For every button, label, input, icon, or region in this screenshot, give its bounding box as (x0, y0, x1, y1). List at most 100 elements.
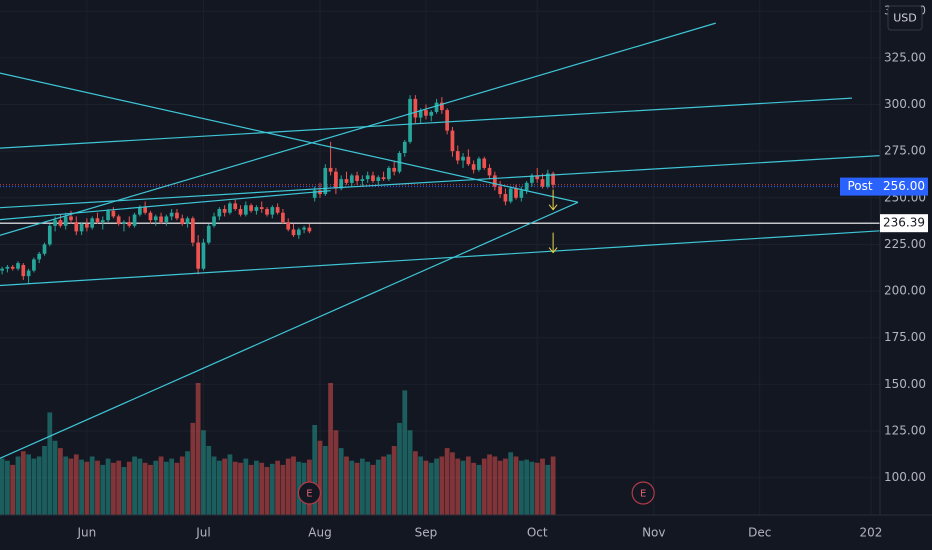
x-tick-label: Nov (642, 526, 665, 540)
volume-bar (0, 458, 5, 515)
candle-body (461, 156, 465, 161)
candle-body (212, 216, 216, 226)
volume-bar (238, 462, 243, 515)
volume-bar (232, 461, 238, 515)
volume-bar (444, 448, 450, 515)
candle-body (196, 242, 200, 269)
candle-body (148, 212, 153, 221)
candle-body (477, 158, 481, 170)
volume-bar (42, 446, 47, 515)
candle-body (180, 218, 185, 224)
candle-body (127, 222, 132, 226)
volume-bar (524, 459, 530, 515)
volume-bar (58, 448, 63, 515)
candle-body (551, 173, 555, 185)
hline-label: 236.39 (883, 216, 925, 230)
volume-bar (105, 458, 111, 515)
volume-bar (269, 463, 275, 515)
candle-body (440, 102, 444, 111)
volume-bar (497, 460, 503, 515)
volume-bar (31, 458, 37, 515)
volume-bar (508, 452, 514, 515)
candle-body (58, 220, 63, 226)
volume-bar (344, 456, 349, 515)
volume-bar (148, 464, 153, 515)
volume-bar (407, 430, 413, 515)
candle-body (508, 188, 513, 202)
volume-bar (460, 460, 466, 515)
arrow (548, 189, 558, 211)
volume-bar (110, 462, 116, 515)
volume-bar (227, 454, 233, 515)
x-tick-label: Oct (527, 526, 548, 540)
candle-body (286, 222, 291, 230)
candle-body (249, 205, 253, 211)
volume-bar (471, 462, 477, 515)
volume-bar (190, 422, 196, 515)
volume-bar (169, 458, 175, 515)
candle-body (243, 205, 248, 215)
candle-body (413, 98, 418, 118)
candle-body (492, 175, 497, 187)
candle-body (312, 190, 317, 198)
candle-body (381, 177, 386, 180)
trendline (0, 155, 881, 209)
candle-body (450, 130, 455, 152)
currency-button[interactable] (887, 5, 923, 31)
volume-bar (195, 383, 201, 515)
candle-body (5, 266, 10, 269)
candle-body (265, 208, 269, 215)
volume-bar (121, 467, 127, 515)
volume-bar (503, 458, 508, 515)
volume-bar (423, 460, 429, 515)
volume-bar (174, 462, 180, 515)
candle-body (233, 203, 238, 209)
candle-body (424, 110, 428, 116)
arrow (548, 232, 558, 254)
candle-body (122, 222, 126, 224)
candle-body (206, 225, 211, 243)
volume-bar (158, 456, 164, 515)
candle-body (514, 188, 518, 198)
y-tick-label: 125.00 (884, 424, 926, 438)
trendline (0, 190, 331, 221)
candle-body (408, 98, 412, 142)
candle-body (116, 216, 121, 224)
volume-bar (5, 460, 10, 515)
candle-body (169, 212, 174, 217)
volume-bar (259, 462, 265, 515)
volume-bar (434, 458, 439, 515)
volume-bar (518, 460, 524, 515)
volume-bar (513, 456, 519, 515)
volume-bar (412, 451, 418, 515)
candle-body (132, 214, 137, 226)
volume-bar (47, 412, 53, 515)
candle-body (302, 227, 306, 230)
candle-body (360, 179, 365, 181)
candle-body (371, 175, 375, 181)
volume-bar (285, 458, 291, 515)
axes: 350.00325.00300.00275.00250.00225.00200.… (77, 4, 928, 540)
candle-body (37, 253, 42, 260)
candle-body (524, 182, 529, 191)
candle-body (545, 173, 550, 187)
volume-bar (312, 425, 318, 515)
currency-label[interactable]: USD (893, 12, 917, 25)
candle-body (201, 242, 206, 269)
volume-bar (487, 454, 492, 515)
volume-bar (529, 461, 535, 515)
volume-bar (465, 456, 471, 515)
candle-body (535, 175, 540, 180)
volume-bar (391, 446, 397, 515)
post-name: Post (847, 179, 872, 193)
candle-body (74, 222, 79, 232)
candle-body (471, 164, 476, 170)
volume-bar (254, 460, 259, 515)
x-tick-label: Sep (415, 526, 438, 540)
y-tick-label: 175.00 (884, 330, 926, 344)
volume-bar (492, 456, 498, 515)
x-tick-label: Jul (195, 526, 210, 540)
volume-bar (201, 430, 206, 515)
trendline (0, 230, 881, 287)
volume-bar (450, 452, 455, 515)
